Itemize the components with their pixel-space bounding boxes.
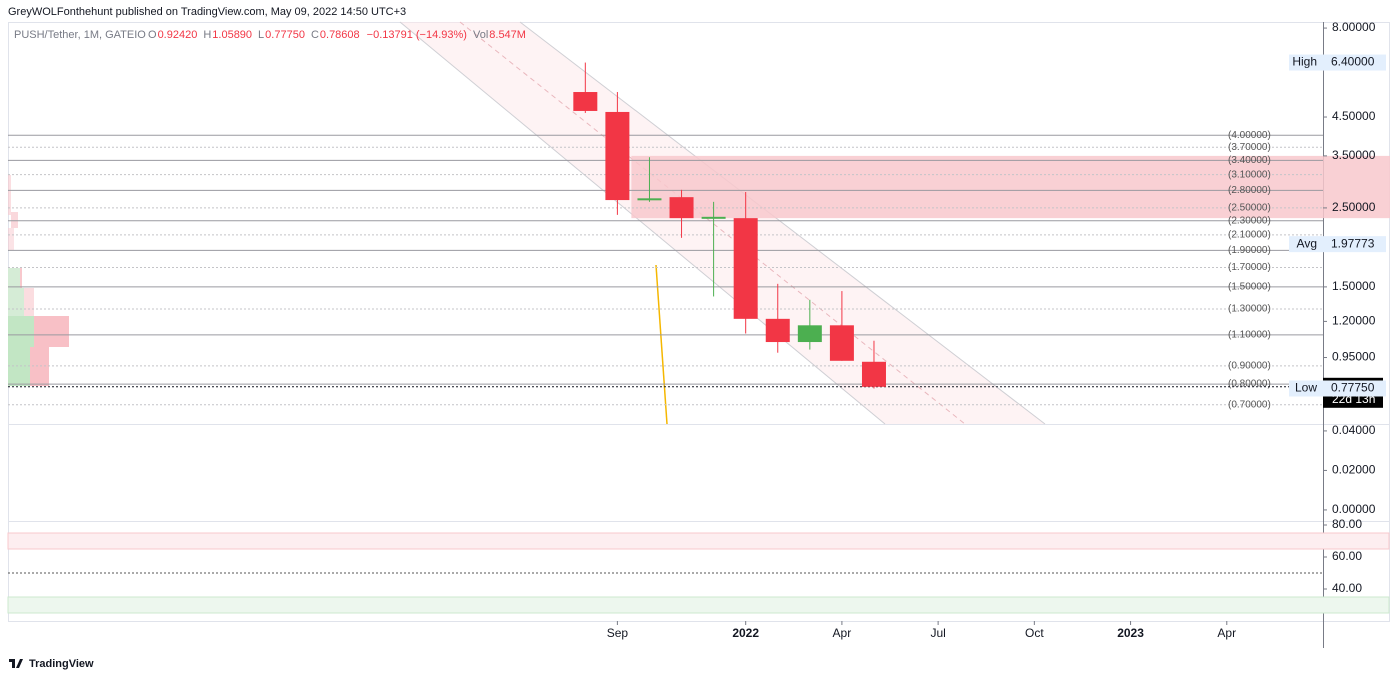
y-tick-label: 1.50000 [1332, 279, 1376, 293]
level-label: (1.30000) [1228, 304, 1271, 315]
y-tick-label: 0.04000 [1332, 423, 1376, 437]
candle-body [829, 325, 854, 361]
legend-value: 8.547M [489, 29, 526, 41]
zone [631, 155, 1390, 219]
legend-value: −0.13791 (−14.93%) [367, 29, 467, 41]
candle-body [573, 92, 598, 111]
price-label-value: 6.40000 [1331, 55, 1375, 69]
y-tick-label: 1.20000 [1332, 314, 1376, 328]
price-label-name: Avg [1297, 236, 1317, 250]
legend-value: 0.77750 [265, 29, 305, 41]
legend-value: 1.05890 [212, 29, 252, 41]
level-label: (3.10000) [1228, 169, 1271, 180]
candle-body [861, 361, 886, 387]
x-tick-label: Oct [1025, 626, 1044, 640]
legend-value: 0.92420 [158, 29, 198, 41]
publisher: GreyWOLFonthehunt published on TradingVi… [8, 6, 406, 18]
price-label: High 6.40000 [1289, 54, 1386, 71]
y-tick-label: 3.50000 [1332, 148, 1376, 162]
channel-fill [400, 22, 1045, 424]
y-tick-label: 80.00 [1332, 517, 1362, 531]
legend-key: L [258, 29, 264, 41]
candle-body [669, 197, 694, 219]
x-tick-label: Sep [607, 626, 629, 640]
level-label: (2.10000) [1228, 230, 1271, 241]
legend-key: C [311, 29, 319, 41]
legend-value: 0.78608 [320, 29, 360, 41]
price-label-box [1289, 54, 1386, 71]
level-label: (1.90000) [1228, 245, 1271, 256]
footer-brand: TradingView [29, 658, 94, 670]
candle-body [637, 198, 662, 201]
x-tick-label: 2022 [732, 626, 759, 640]
level-label: (1.10000) [1228, 329, 1271, 340]
x-tick-label: Apr [833, 626, 852, 640]
legend-key: O [148, 29, 157, 41]
level-label: (1.50000) [1228, 282, 1271, 293]
candle-body [733, 218, 758, 319]
channel-line [399, 21, 886, 425]
channel-line [519, 21, 1046, 425]
oversold-band [7, 596, 1390, 614]
level-label: (0.70000) [1228, 399, 1271, 410]
legend-key: H [203, 29, 211, 41]
y-tick-label: 2.50000 [1332, 200, 1376, 214]
y-tick-label: 0.02000 [1332, 463, 1376, 477]
price-label: Low 0.77750 [1289, 380, 1386, 397]
y-tick-label: 40.00 [1332, 581, 1362, 595]
y-tick-label: 0.95000 [1332, 350, 1376, 364]
candle-body [701, 216, 726, 219]
price-label-box [1289, 236, 1386, 253]
overbought-band [7, 532, 1390, 550]
symbol: PUSH/Tether, 1M, GATEIO [14, 29, 146, 41]
level-label: (3.70000) [1228, 142, 1271, 153]
price-label-name: Low [1295, 381, 1317, 395]
candle-body [605, 111, 630, 201]
level-label: (1.70000) [1228, 262, 1271, 273]
tv-logo [9, 659, 23, 668]
y-tick-label: 60.00 [1332, 549, 1362, 563]
legend-key: Vol [473, 29, 488, 41]
price-label-box [1289, 380, 1386, 397]
y-tick-label: 4.50000 [1332, 109, 1376, 123]
price-label: Avg 1.97773 [1289, 236, 1386, 253]
price-label-value: 1.97773 [1331, 236, 1375, 250]
candle-body [765, 318, 790, 343]
level-label: (4.00000) [1228, 130, 1271, 141]
level-label: (2.80000) [1228, 185, 1271, 196]
price-label-name: High [1292, 55, 1317, 69]
x-tick-label: 2023 [1117, 626, 1144, 640]
candle-body [797, 325, 822, 343]
level-label: (0.90000) [1228, 361, 1271, 372]
level-label: (2.50000) [1228, 203, 1271, 214]
y-tick-label: 8.00000 [1332, 20, 1376, 34]
trend-line [655, 264, 668, 425]
level-label: (3.40000) [1228, 155, 1271, 166]
y-tick-label: 0.00000 [1332, 502, 1376, 516]
x-tick-label: Apr [1217, 626, 1236, 640]
level-label: (2.30000) [1228, 215, 1271, 226]
level-label: (0.80000) [1228, 379, 1271, 390]
x-tick-label: Jul [930, 626, 945, 640]
price-label-value: 0.77750 [1331, 381, 1375, 395]
